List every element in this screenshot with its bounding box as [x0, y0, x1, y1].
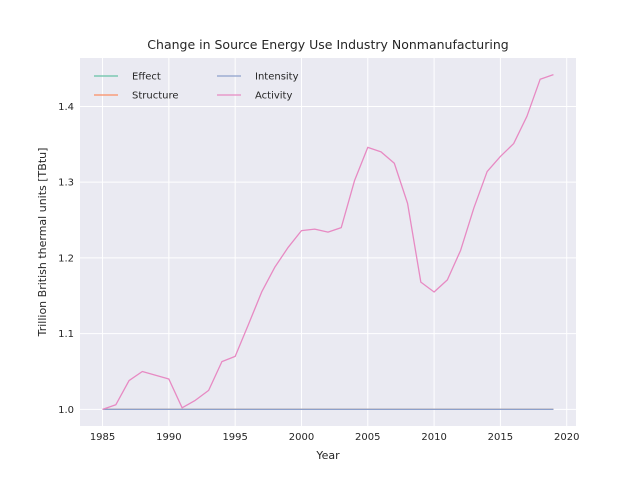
x-tick-label: 1990 — [156, 432, 181, 443]
x-tick-label: 1995 — [222, 432, 247, 443]
y-tick-label: 1.2 — [58, 253, 74, 264]
y-tick-label: 1.4 — [58, 102, 74, 113]
x-tick-label: 2005 — [355, 432, 380, 443]
y-axis-label: Trillion British thermal units [TBtu] — [36, 148, 49, 338]
legend: Effect Structure Intensity Activity — [94, 72, 299, 102]
y-tick-label: 1.1 — [58, 329, 74, 340]
legend-label-structure: Structure — [132, 91, 179, 102]
x-tick-label: 2020 — [554, 432, 579, 443]
series-layer — [102, 74, 554, 410]
y-tick-labels: 1.0 1.1 1.2 1.3 1.4 — [58, 102, 74, 416]
legend-label-activity: Activity — [255, 91, 292, 102]
x-tick-label: 2010 — [421, 432, 446, 443]
y-tick-label: 1.3 — [58, 178, 74, 189]
series-line-activity — [102, 74, 554, 410]
x-tick-label: 2000 — [289, 432, 314, 443]
chart-title: Change in Source Energy Use Industry Non… — [147, 37, 508, 52]
legend-label-intensity: Intensity — [255, 72, 299, 83]
legend-label-effect: Effect — [132, 72, 161, 83]
y-tick-label: 1.0 — [58, 405, 74, 416]
x-tick-label: 1985 — [90, 432, 115, 443]
plot-area — [80, 58, 576, 426]
x-tick-labels: 1985 1990 1995 2000 2005 2010 2015 2020 — [90, 432, 580, 443]
x-tick-label: 2015 — [488, 432, 513, 443]
x-axis-label: Year — [315, 449, 340, 462]
